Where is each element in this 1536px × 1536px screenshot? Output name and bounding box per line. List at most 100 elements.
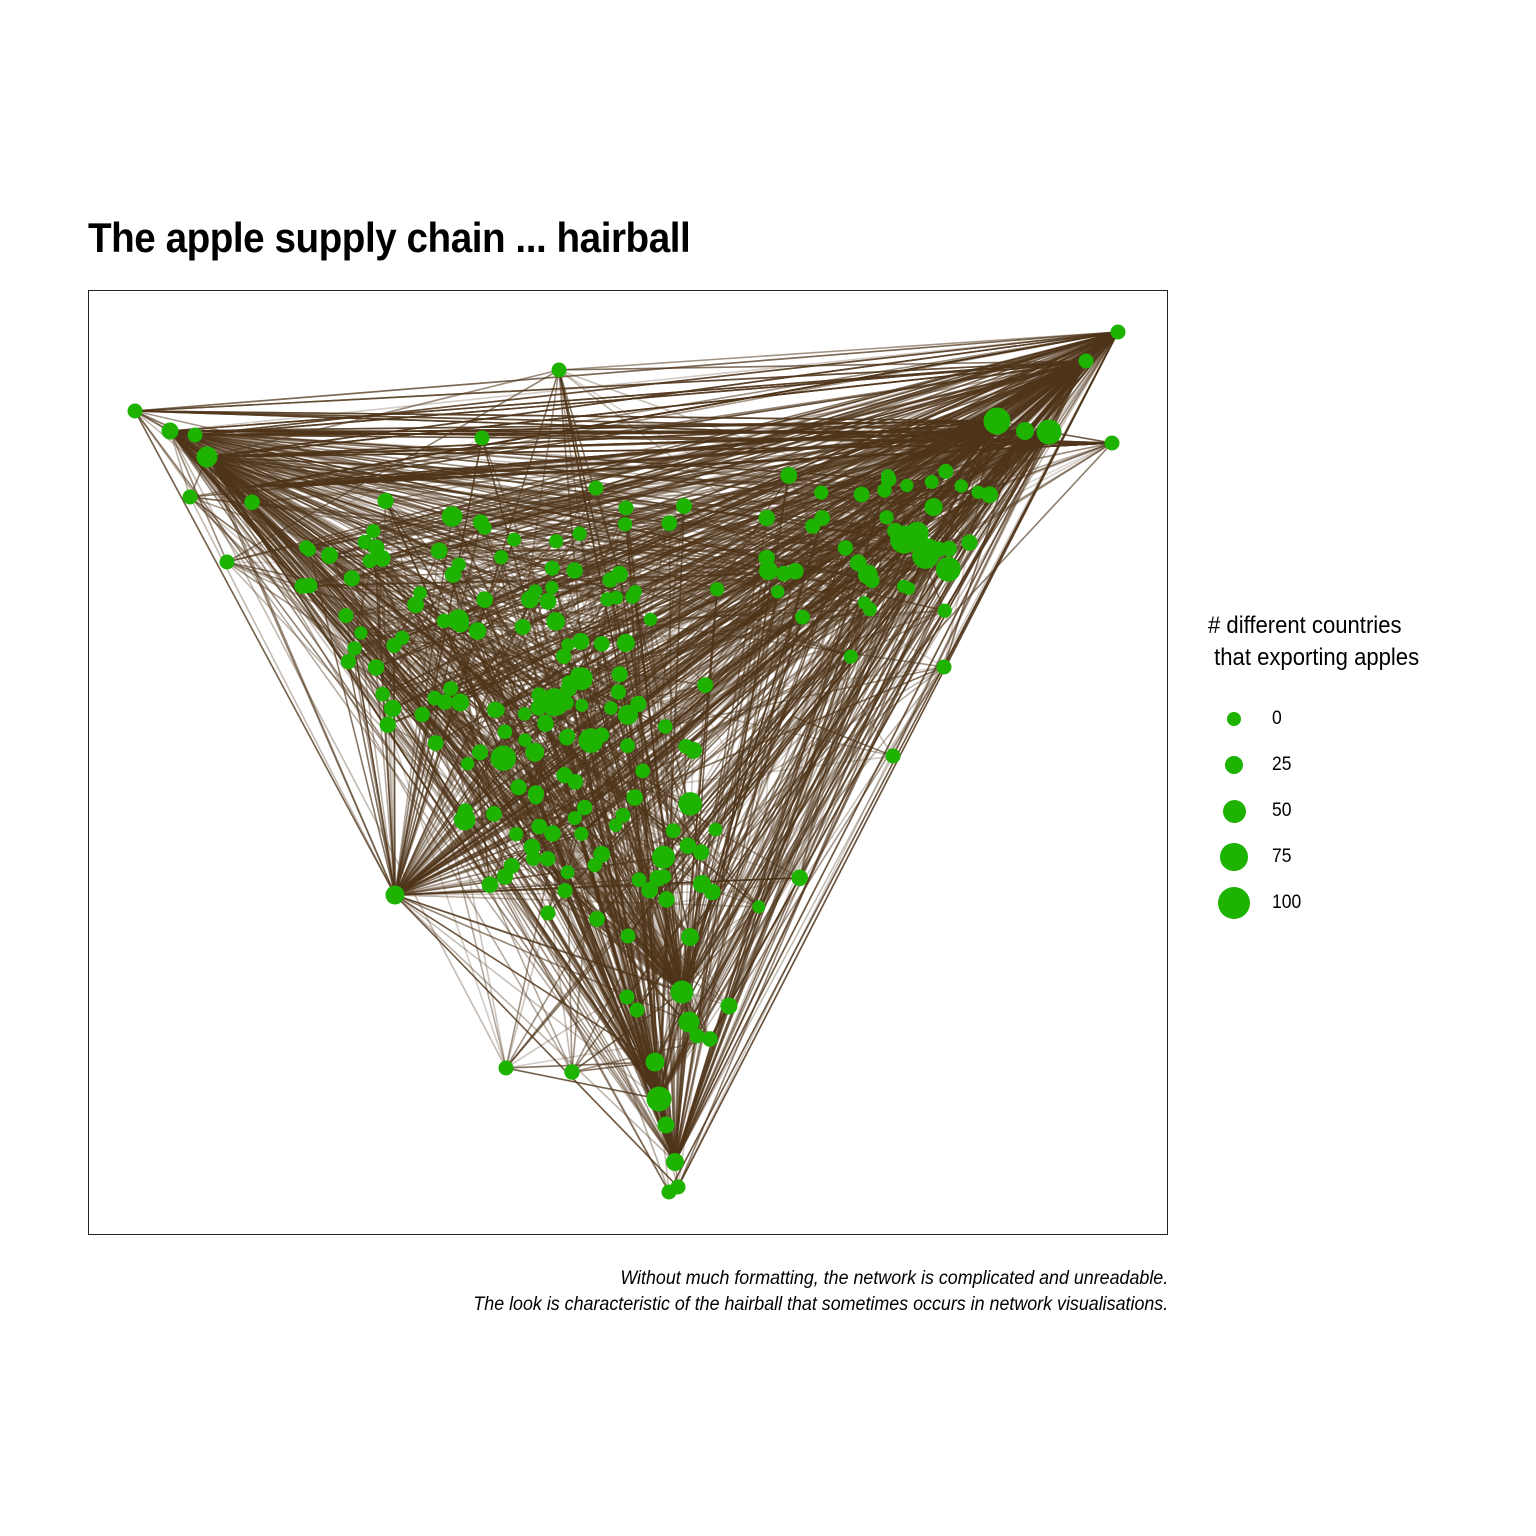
- network-edge: [369, 331, 1119, 562]
- network-edge: [206, 431, 1050, 458]
- network-edge: [674, 360, 1087, 1163]
- network-edge: [535, 793, 629, 937]
- network-edge: [501, 556, 904, 588]
- network-node: [885, 748, 901, 764]
- network-edge: [452, 556, 502, 576]
- network-node: [472, 744, 488, 761]
- network-edge: [662, 610, 946, 858]
- network-edge: [394, 894, 679, 1188]
- network-edge: [393, 645, 396, 896]
- legend-label: 25: [1272, 754, 1292, 775]
- network-edge: [249, 360, 1087, 488]
- network-node: [693, 844, 710, 861]
- network-node: [593, 727, 610, 743]
- network-node: [427, 735, 444, 751]
- network-edge: [654, 549, 929, 1063]
- network-node: [375, 686, 390, 702]
- network-node: [560, 865, 575, 880]
- legend-item: 50: [1208, 788, 1508, 834]
- network-edge: [381, 557, 621, 676]
- network-node: [517, 707, 532, 721]
- network-edge: [194, 434, 1113, 444]
- network-edge: [226, 437, 483, 563]
- network-edge: [681, 906, 760, 993]
- network-edge: [683, 491, 979, 507]
- network-edge: [353, 648, 389, 726]
- network-edge: [788, 475, 814, 527]
- network-node: [444, 566, 462, 583]
- network-edge: [534, 475, 889, 753]
- network-edge: [194, 430, 1026, 436]
- network-edge: [206, 456, 396, 896]
- network-edge: [534, 751, 691, 805]
- network-node: [1078, 353, 1094, 369]
- network-node: [567, 774, 584, 790]
- network-edge: [674, 517, 888, 1163]
- network-edge: [793, 716, 894, 757]
- network-edge: [701, 442, 1113, 885]
- network-node: [414, 706, 430, 723]
- network-edge: [169, 430, 569, 873]
- network-edge: [674, 685, 706, 1163]
- network-edge: [681, 517, 824, 993]
- network-node: [451, 693, 470, 712]
- network-edge: [206, 456, 383, 560]
- network-edge: [505, 1061, 656, 1069]
- network-node: [182, 489, 198, 505]
- network-edge: [674, 485, 963, 1163]
- network-edge: [169, 430, 461, 703]
- network-node: [443, 681, 459, 696]
- network-edge: [932, 420, 998, 508]
- network-node: [935, 556, 961, 582]
- network-edge: [535, 642, 627, 799]
- network-edge: [443, 474, 790, 622]
- network-edge: [169, 430, 846, 549]
- network-node: [697, 677, 714, 694]
- network-edge: [505, 749, 695, 1069]
- network-node: [497, 724, 513, 739]
- network-node: [649, 869, 667, 887]
- network-edge: [387, 724, 660, 1100]
- network-edge: [564, 889, 730, 1007]
- network-edge: [169, 360, 1087, 432]
- network-node: [665, 823, 681, 839]
- legend-item: 25: [1208, 742, 1508, 788]
- network-edge: [434, 608, 870, 699]
- network-edge: [434, 491, 979, 699]
- network-node: [340, 654, 357, 670]
- network-node: [780, 467, 798, 484]
- network-edge: [681, 548, 940, 993]
- network-edge: [457, 619, 496, 711]
- network-edge: [206, 430, 1026, 458]
- legend-items: 0 25 50 75 100: [1208, 696, 1508, 926]
- network-edge: [394, 608, 871, 896]
- network-edge: [394, 516, 453, 896]
- network-edge: [681, 557, 929, 993]
- network-edge: [394, 894, 660, 1100]
- network-edge: [566, 442, 1113, 704]
- network-edge: [571, 1061, 656, 1073]
- network-edge: [134, 360, 1087, 412]
- network-node: [657, 1116, 675, 1134]
- network-edge: [709, 666, 945, 1040]
- network-node: [430, 542, 448, 560]
- network-edge: [169, 331, 1119, 432]
- network-edge: [595, 474, 789, 489]
- network-edge: [728, 494, 863, 1007]
- network-edge: [566, 872, 573, 1073]
- network-edge: [627, 714, 691, 805]
- network-edge: [435, 713, 525, 744]
- network-edge: [206, 431, 1050, 458]
- network-edge: [481, 437, 577, 783]
- network-edge: [458, 564, 703, 885]
- network-edge: [580, 591, 636, 680]
- network-edge: [438, 550, 639, 705]
- network-node: [771, 585, 785, 599]
- network-edge: [444, 701, 582, 835]
- caption-line-2: The look is characteristic of the hairba…: [473, 1294, 1168, 1315]
- network-edge: [302, 481, 932, 587]
- network-edge: [421, 470, 947, 716]
- network-edge: [169, 430, 905, 541]
- network-edge: [578, 533, 706, 686]
- network-node: [849, 554, 867, 572]
